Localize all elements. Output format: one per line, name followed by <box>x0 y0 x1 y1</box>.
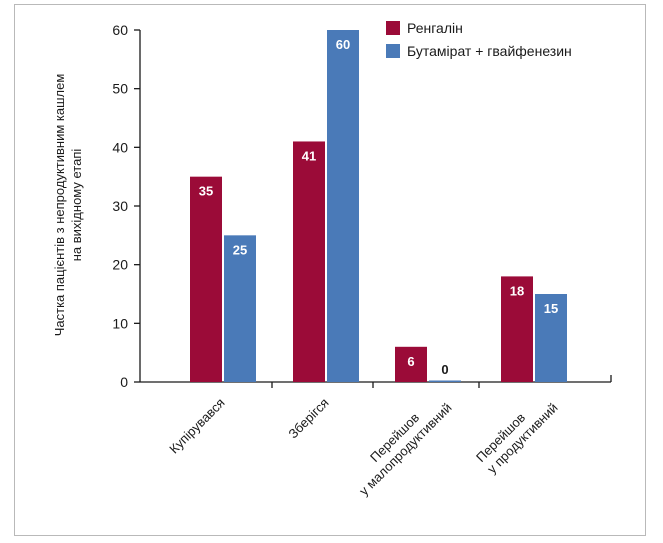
bar <box>395 346 427 382</box>
y-tick-label: 0 <box>120 374 128 390</box>
y-tick-label: 20 <box>112 257 128 273</box>
category-label: Перейшову малопродуктивний <box>345 389 455 499</box>
bar <box>224 235 256 382</box>
y-axis-title: Частка пацієнтів з непродуктивним кашлем… <box>52 74 84 337</box>
bar <box>535 294 567 382</box>
legend-swatch <box>386 21 400 35</box>
category-label-line: Зберігся <box>285 395 331 441</box>
y-axis-title-line: Частка пацієнтів з непродуктивним кашлем <box>52 74 67 337</box>
y-tick-label: 40 <box>112 139 128 155</box>
bar <box>190 176 222 382</box>
data-label: 25 <box>233 242 247 257</box>
data-label: 35 <box>199 184 213 199</box>
data-label: 15 <box>544 301 558 316</box>
category-label: Зберігся <box>285 395 331 441</box>
bar <box>327 30 359 382</box>
bar <box>501 276 533 382</box>
data-label: 18 <box>510 283 524 298</box>
bar <box>429 380 461 382</box>
data-label: 6 <box>407 354 414 369</box>
y-tick-label: 50 <box>112 81 128 97</box>
y-tick-label: 10 <box>112 315 128 331</box>
legend-label: Ренгалін <box>407 20 463 36</box>
legend-label: Бутамірат + гвайфенезин <box>407 43 572 59</box>
bars <box>190 30 567 382</box>
y-tick-label: 30 <box>112 198 128 214</box>
y-tick-label: 60 <box>112 22 128 38</box>
data-label: 60 <box>336 37 350 52</box>
bar <box>293 141 325 382</box>
legend: Ренгалін Бутамірат + гвайфенезин <box>386 20 572 59</box>
y-axis-title-line: на вихідному етапі <box>69 149 84 262</box>
data-label: 41 <box>302 148 316 163</box>
category-label-line: Купірувався <box>166 395 227 456</box>
category-label: Перейшову продуктивний <box>473 389 561 477</box>
data-label: 0 <box>441 362 448 377</box>
legend-swatch <box>386 44 400 58</box>
category-label: Купірувався <box>166 395 227 456</box>
